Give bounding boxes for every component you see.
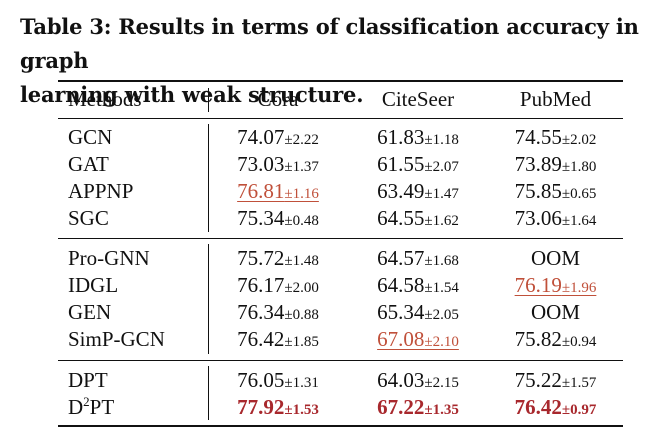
cora-value: 75.72±1.48 <box>237 246 319 270</box>
vertical-separator <box>208 88 209 112</box>
top-rule <box>58 80 623 82</box>
citeseer-value: 61.83±1.18 <box>377 125 459 149</box>
group-rule-1 <box>58 238 623 239</box>
pubmed-value: OOM <box>530 300 580 324</box>
table-row: GEN 76.34±0.88 65.34±2.05 OOM <box>58 299 623 326</box>
cora-value: 76.42±1.85 <box>237 327 319 351</box>
pubmed-value: 75.85±0.65 <box>514 179 597 203</box>
pubmed-value: 75.22±1.57 <box>514 368 597 392</box>
citeseer-value-best: 67.22±1.35 <box>377 395 459 419</box>
header-rule <box>58 118 623 119</box>
table-row: GAT 73.03±1.37 61.55±2.07 73.89±1.80 <box>58 151 623 178</box>
header-methods: Methods <box>68 87 142 111</box>
pubmed-value: 73.89±1.80 <box>514 152 597 176</box>
cora-value: 74.07±2.22 <box>237 125 319 149</box>
citeseer-value: 65.34±2.05 <box>377 300 459 324</box>
caption-line-2: learning with weak structure. <box>20 82 364 107</box>
method-name: GAT <box>68 152 109 176</box>
cora-value: 76.17±2.00 <box>237 273 319 297</box>
citeseer-value: 64.03±2.15 <box>377 368 459 392</box>
cora-value: 75.34±0.48 <box>237 206 319 230</box>
cora-value: 73.03±1.37 <box>237 152 319 176</box>
table-row: IDGL 76.17±2.00 64.58±1.54 76.19±1.96 <box>58 272 623 299</box>
pubmed-value-second-best: 76.19±1.96 <box>514 273 597 297</box>
method-name: SimP-GCN <box>68 327 165 351</box>
group-rule-2 <box>58 360 623 361</box>
citeseer-value-second-best: 67.08±2.10 <box>377 327 459 351</box>
citeseer-value: 64.58±1.54 <box>377 273 459 297</box>
vertical-separator <box>208 366 209 420</box>
table-row: Pro-GNN 75.72±1.48 64.57±1.68 OOM <box>58 245 623 272</box>
method-name: D2PT <box>68 394 115 419</box>
citeseer-value: 61.55±2.07 <box>377 152 459 176</box>
cora-value-second-best: 76.81±1.16 <box>237 179 319 203</box>
pubmed-value: 74.55±2.02 <box>514 125 597 149</box>
table-row: GCN 74.07±2.22 61.83±1.18 74.55±2.02 <box>58 124 623 151</box>
header-citeseer: CiteSeer <box>381 87 455 111</box>
vertical-separator <box>208 124 209 232</box>
pubmed-value: 73.06±1.64 <box>514 206 597 230</box>
method-name: GEN <box>68 300 112 324</box>
cora-value: 76.05±1.31 <box>237 368 319 392</box>
citeseer-value: 63.49±1.47 <box>377 179 459 203</box>
header-row: Methods Cora CiteSeer PubMed <box>58 86 623 113</box>
table-row: SimP-GCN 76.42±1.85 67.08±2.10 75.82±0.9… <box>58 326 623 353</box>
cora-value: 76.34±0.88 <box>237 300 319 324</box>
pubmed-value: 75.82±0.94 <box>514 327 597 351</box>
method-name: DPT <box>68 368 108 392</box>
table-row: APPNP 76.81±1.16 63.49±1.47 75.85±0.65 <box>58 178 623 205</box>
citeseer-value: 64.57±1.68 <box>377 246 459 270</box>
cora-value-best: 77.92±1.53 <box>237 395 319 419</box>
caption-line-1: Table 3: Results in terms of classificat… <box>20 14 639 73</box>
bottom-rule <box>58 425 623 427</box>
pubmed-value: OOM <box>530 246 580 270</box>
header-cora: Cora <box>257 87 299 111</box>
table-row: DPT 76.05±1.31 64.03±2.15 75.22±1.57 <box>58 367 623 394</box>
table-row: SGC 75.34±0.48 64.55±1.62 73.06±1.64 <box>58 205 623 232</box>
table-caption: Table 3: Results in terms of classificat… <box>20 10 660 112</box>
method-name: SGC <box>68 206 109 230</box>
method-name: IDGL <box>68 273 119 297</box>
vertical-separator <box>208 244 209 354</box>
citeseer-value: 64.55±1.62 <box>377 206 459 230</box>
method-name: GCN <box>68 125 113 149</box>
method-name: Pro-GNN <box>68 246 150 270</box>
table-row: D2PT 77.92±1.53 67.22±1.35 76.42±0.97 <box>58 394 623 421</box>
header-pubmed: PubMed <box>519 87 592 111</box>
method-name: APPNP <box>68 179 134 203</box>
pubmed-value-best: 76.42±0.97 <box>514 395 597 419</box>
